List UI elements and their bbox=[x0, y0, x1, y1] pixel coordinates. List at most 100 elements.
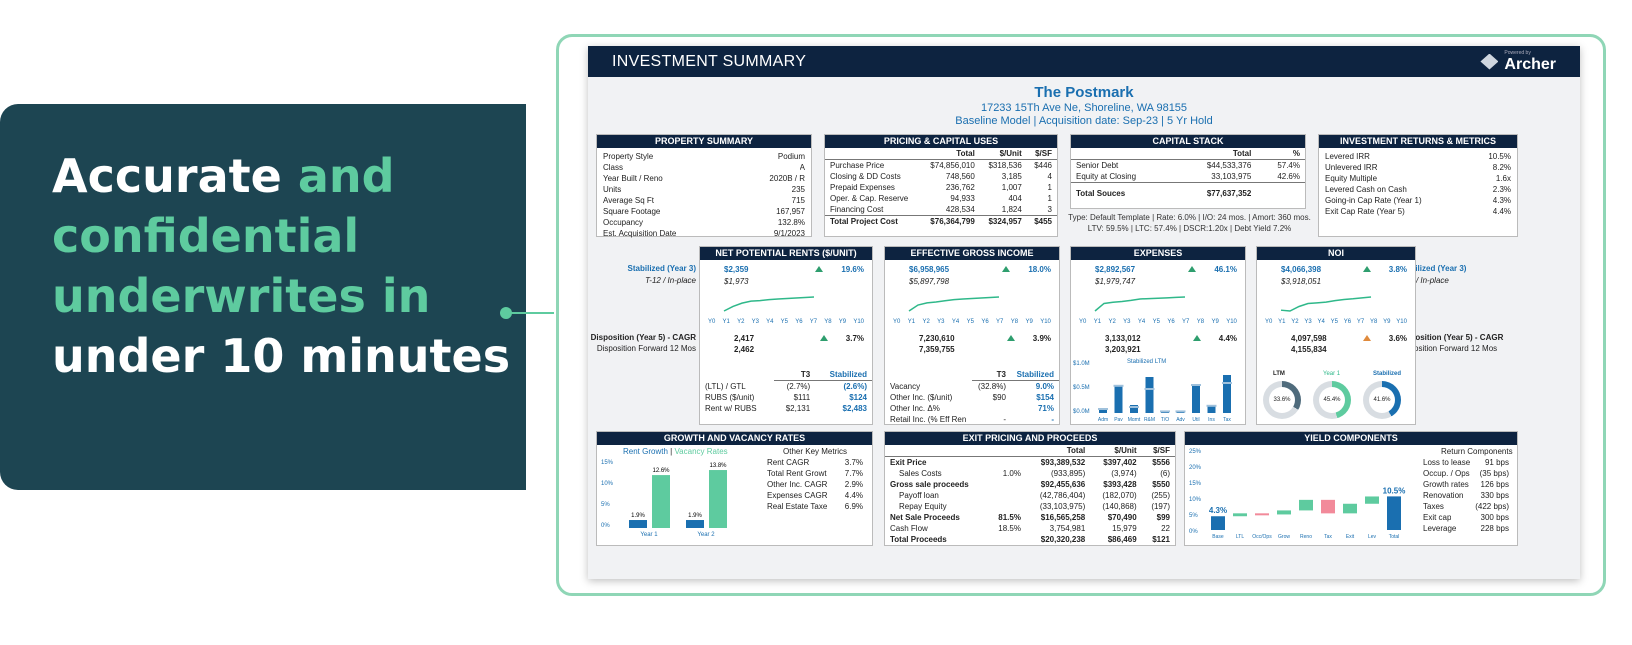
column-header: Stabilized bbox=[815, 369, 872, 381]
panel-title: EFFECTIVE GROSS INCOME bbox=[885, 247, 1059, 260]
table-cell: 3 bbox=[1047, 205, 1052, 214]
table-cell: $44,533,376 bbox=[1206, 161, 1252, 170]
metric-label: Expenses CAGR bbox=[767, 491, 828, 500]
expense-bar bbox=[1099, 408, 1107, 413]
metric-value: 4.3% bbox=[1492, 196, 1511, 205]
year-tick: Y0 bbox=[893, 319, 901, 325]
table-cell: $446 bbox=[1034, 161, 1052, 170]
up-arrow-icon bbox=[1188, 266, 1197, 272]
metric-row: Occup. / Ops (35 bps) bbox=[1417, 468, 1515, 479]
disposition-value: 7,230,610 bbox=[919, 334, 955, 343]
table-cell: (6) bbox=[1160, 469, 1170, 478]
left-stabilized-label: Stabilized (Year 3) bbox=[627, 264, 696, 273]
metric-row: Exit cap 300 bps bbox=[1417, 512, 1515, 523]
metric-label: Total Rent Growt bbox=[767, 469, 827, 478]
trend-sparkline bbox=[1094, 296, 1186, 312]
y-tick: $1.0M bbox=[1073, 361, 1090, 367]
yield-bar bbox=[1277, 510, 1291, 515]
category-label: Total bbox=[1389, 534, 1400, 540]
table-cell: Exit Price bbox=[890, 458, 927, 467]
cagr-indicator: 3.7% bbox=[819, 333, 864, 344]
yield-bar bbox=[1233, 513, 1247, 517]
metric-label: Levered Cash on Cash bbox=[1325, 185, 1407, 194]
y-tick: $0.0M bbox=[1073, 409, 1090, 415]
vacancy-bar bbox=[652, 475, 670, 528]
expense-bar bbox=[1130, 405, 1138, 413]
metric-row: Total Rent Growt 7.7% bbox=[761, 468, 869, 479]
panel-title: YIELD COMPONENTS bbox=[1185, 432, 1517, 445]
table-cell: $121 bbox=[1152, 535, 1170, 544]
metric-row: Class A bbox=[597, 162, 811, 173]
ltm-marker bbox=[1191, 384, 1201, 386]
metric-label: Renovation bbox=[1423, 491, 1464, 500]
metric-label: Taxes bbox=[1423, 502, 1444, 511]
year-tick: Y8 bbox=[1196, 319, 1205, 325]
y-tick: 10% bbox=[601, 481, 614, 487]
metric-row: Square Footage 167,957 bbox=[597, 206, 811, 217]
expense-bar bbox=[1223, 375, 1231, 413]
metric-value: A bbox=[799, 163, 805, 172]
metric-row: Average Sq Ft 715 bbox=[597, 195, 811, 206]
panel-title: INVESTMENT RETURNS & METRICS bbox=[1319, 135, 1517, 148]
year-tick: Y7 bbox=[1182, 319, 1190, 325]
total-cell: $77,637,352 bbox=[1175, 182, 1257, 205]
metric-row: Loss to lease 91 bps bbox=[1417, 457, 1515, 468]
y-tick: 10% bbox=[1189, 497, 1202, 503]
cagr-pct: 4.4% bbox=[1218, 334, 1237, 343]
yield-bar bbox=[1255, 513, 1269, 516]
trend-sparkline bbox=[908, 296, 1000, 312]
metric-row: Renovation 330 bps bbox=[1417, 490, 1515, 501]
table-cell: Repay Equity bbox=[899, 502, 947, 511]
metric-value: 330 bps bbox=[1480, 491, 1509, 500]
table-row: Total Proceeds $20,320,238 $86,469 $121 bbox=[885, 534, 1175, 545]
table-cell: $92,455,636 bbox=[1040, 480, 1086, 489]
metric-label: Exit cap bbox=[1423, 513, 1452, 522]
donut-center: 45.4% bbox=[1319, 387, 1345, 413]
year-tick: Y10 bbox=[853, 319, 864, 325]
year-tick: Y6 bbox=[1343, 319, 1352, 325]
table-cell: 1 bbox=[1047, 183, 1052, 192]
forward-value: 2,462 bbox=[734, 345, 755, 354]
metric-row: Equity Multiple 1.6x bbox=[1319, 173, 1517, 184]
table-cell: - bbox=[1003, 415, 1006, 424]
year-tick: Y9 bbox=[1211, 319, 1219, 325]
donut-center: 41.6% bbox=[1369, 387, 1395, 413]
table-cell: (140,868) bbox=[1102, 502, 1137, 511]
table-cell: Other Inc. ($/unit) bbox=[890, 393, 953, 402]
table-cell: Closing & DD Costs bbox=[830, 172, 901, 181]
table-cell: 4 bbox=[1047, 172, 1052, 181]
category-label: Pay bbox=[1114, 417, 1123, 421]
expense-bar bbox=[1192, 384, 1200, 413]
table-row: Other Inc. Δ% 71% bbox=[885, 403, 1059, 414]
up-arrow-icon bbox=[1002, 266, 1011, 272]
cagr-indicator: 3.9% bbox=[1006, 333, 1051, 344]
expense-bar bbox=[1114, 385, 1123, 413]
metric-label: Levered IRR bbox=[1325, 152, 1370, 161]
column-header: T3 bbox=[972, 369, 1011, 381]
category-label: Util bbox=[1192, 417, 1199, 421]
change-indicator: 46.1% bbox=[1188, 264, 1237, 275]
metric-value: 4.4% bbox=[1492, 207, 1511, 216]
metric-row: Other Inc. CAGR 2.9% bbox=[761, 479, 869, 490]
year-tick: Y7 bbox=[996, 319, 1004, 325]
column-header: T3 bbox=[773, 369, 816, 381]
table-cell: (197) bbox=[1151, 502, 1170, 511]
y-tick: $0.5M bbox=[1073, 385, 1090, 391]
trend-sparkline bbox=[723, 296, 815, 312]
trend-line bbox=[1094, 296, 1186, 312]
table-cell: Oper. & Cap. Reserve bbox=[830, 194, 909, 203]
disposition-value: 2,417 bbox=[734, 334, 755, 343]
metric-label: Equity Multiple bbox=[1325, 174, 1378, 183]
expenses-panel: EXPENSES $2,892,567 $1,979,747 46.1% Y0 Y1 Y2 Y… bbox=[1070, 246, 1246, 425]
ltm-marker bbox=[1129, 406, 1139, 408]
total-row: Total Project Cost $76,364,799 $324,957 $45… bbox=[825, 215, 1057, 227]
table-header: Total $/Unit $/SF bbox=[825, 148, 1057, 160]
disposition-value: 3,133,012 bbox=[1105, 334, 1141, 343]
metric-label: Square Footage bbox=[603, 207, 661, 216]
table-cell: Prepaid Expenses bbox=[830, 183, 895, 192]
bar-label: 13.8% bbox=[709, 463, 727, 469]
investment-summary-sheet: INVESTMENT SUMMARY Powered by Archer The … bbox=[588, 46, 1580, 579]
up-arrow-icon bbox=[1192, 335, 1201, 341]
table-cell: 1.0% bbox=[1002, 469, 1021, 478]
total-cell bbox=[1256, 182, 1305, 205]
